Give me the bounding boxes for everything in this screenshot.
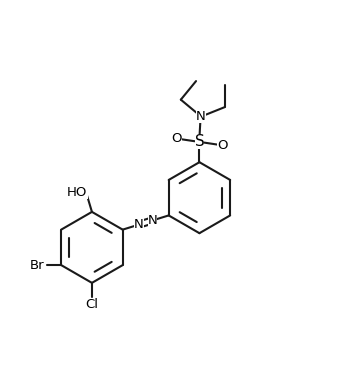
Text: N: N: [134, 218, 144, 231]
Text: O: O: [217, 139, 228, 152]
Text: S: S: [195, 134, 204, 149]
Text: O: O: [171, 132, 182, 145]
Text: Cl: Cl: [86, 298, 98, 311]
Text: N: N: [148, 214, 158, 227]
Text: Br: Br: [30, 259, 45, 272]
Text: HO: HO: [67, 186, 88, 199]
Text: N: N: [196, 110, 206, 123]
